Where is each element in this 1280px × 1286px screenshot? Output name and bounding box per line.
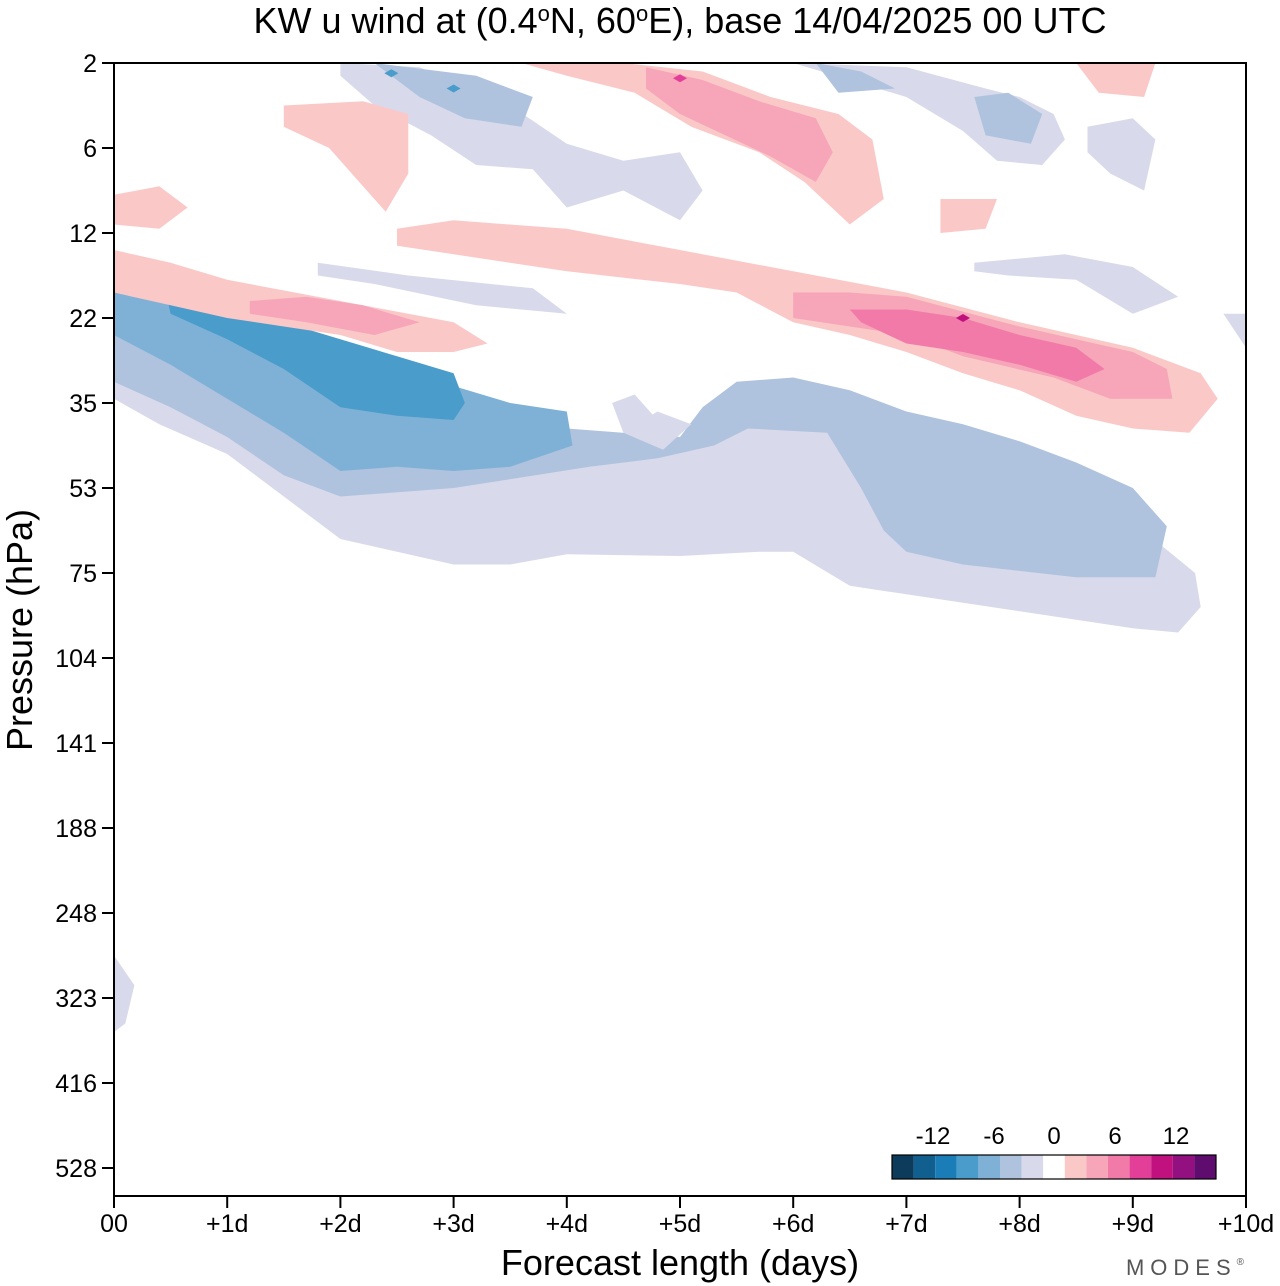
modes-watermark: MODES® [1126,1255,1250,1280]
contour-strato-pos-1 [521,63,884,225]
colorbar-swatch [935,1155,957,1179]
colorbar-tick-label: 6 [1108,1123,1121,1150]
y-tick-label: 22 [69,305,97,333]
colorbar: -12 -6 0 6 12 [891,1123,1217,1180]
y-tick-label: 12 [69,220,97,248]
chart-title: KW u wind at (0.4oN, 60oE), base 14/04/2… [254,0,1107,41]
colorbar-swatch [1086,1155,1108,1179]
contour-lower-neg-spot [114,955,135,1032]
colorbar-frame [891,1154,1217,1180]
colorbar-tick-label: -12 [916,1123,951,1150]
x-tick-label: +1d [206,1210,248,1238]
registered-mark: ® [1237,1257,1250,1268]
contour-strato-neg-mid-2 [815,63,896,93]
contour-peak-2 [673,74,687,83]
colorbar-swatch [1021,1155,1044,1179]
x-tick-label: +10d [1218,1210,1274,1238]
contour-mid-neg-spot-4 [1223,313,1246,348]
colorbar-swatch [892,1155,914,1179]
title-degree-sup: o [538,1,550,26]
plot-frame [113,62,1247,1197]
colorbar-tick-label: 12 [1163,1123,1190,1150]
y-axis: 2 6 12 22 35 53 75 104 141 188 248 323 416 528 [55,50,114,1183]
contour-pos-band-right [397,220,1218,433]
colorbar-swatch [1108,1155,1130,1179]
y-tick-label: 141 [55,730,97,758]
colorbar-tick-label: 0 [1047,1123,1060,1150]
contour-pos-core-left [249,296,420,335]
colorbar-swatch [1129,1155,1152,1179]
colorbar-swatch [1172,1155,1195,1179]
contour-strato-neg-mid [374,63,533,127]
y-tick-label: 528 [55,1155,97,1183]
colorbar-swatch [978,1155,1000,1179]
colorbar-swatch [1043,1155,1065,1179]
x-axis-label: Forecast length (days) [501,1242,859,1283]
x-tick-label: +7d [885,1210,927,1238]
title-degree-sup: o [636,1,648,26]
x-tick-label: +4d [546,1210,588,1238]
x-axis: 00 +1d +2d +3d +4d +5d +6d +7d +8d +9d +10d [100,1196,1274,1238]
contour-strato-pos-mid [646,67,833,182]
y-tick-label: 416 [55,1070,97,1098]
contour-neg-core [164,288,465,420]
x-tick-label: +6d [772,1210,814,1238]
colorbar-swatch [913,1155,936,1179]
contour-strato-pos-2 [283,101,409,212]
contour-mid-neg-spot-2 [623,411,692,450]
contour-strato-neg-mid-3 [974,92,1043,144]
x-tick-label: +9d [1112,1210,1154,1238]
contour-peak-3 [956,314,970,322]
contour-pos-core-right [849,309,1105,382]
colorbar-swatch [1064,1155,1087,1179]
y-tick-label: 104 [55,645,97,673]
y-tick-label: 35 [69,390,97,418]
contour-mid-neg-spot-3 [974,254,1179,314]
y-tick-label: 248 [55,900,97,928]
y-tick-label: 2 [83,50,97,78]
contour-strato-pos-3 [114,186,188,229]
contour-strato-neg-3 [1087,118,1156,191]
x-tick-label: +2d [319,1210,361,1238]
contour-fills [114,63,1246,1032]
colorbar-swatch [1151,1155,1173,1179]
title-part: E), base 14/04/2025 00 UTC [648,0,1106,41]
x-tick-label: +5d [659,1210,701,1238]
title-part: N, 60 [550,0,636,41]
y-tick-label: 6 [83,135,97,163]
contour-strato-neg-2 [793,63,1065,165]
y-tick-label: 323 [55,985,97,1013]
contour-peak-1 [446,84,461,93]
y-tick-label: 188 [55,815,97,843]
y-tick-label: 53 [69,475,97,503]
x-tick-label: +3d [432,1210,474,1238]
contour-neg-mid [114,335,1167,578]
contour-strato-pos-5 [1076,63,1156,97]
colorbar-tick-label: -6 [983,1123,1004,1150]
y-axis-label: Pressure (hPa) [0,509,40,751]
colorbar-swatch [1000,1155,1022,1179]
colorbar-swatch [956,1155,979,1179]
contour-strato-pos-4 [940,199,997,233]
title-part: KW u wind at (0.4 [254,0,538,41]
contour-mid-neg-spot-1 [317,262,567,314]
x-tick-label: 00 [100,1210,128,1238]
contour-peak-0 [384,69,399,78]
y-tick-label: 75 [69,560,97,588]
x-tick-label: +8d [998,1210,1040,1238]
colorbar-swatch [1194,1155,1216,1179]
